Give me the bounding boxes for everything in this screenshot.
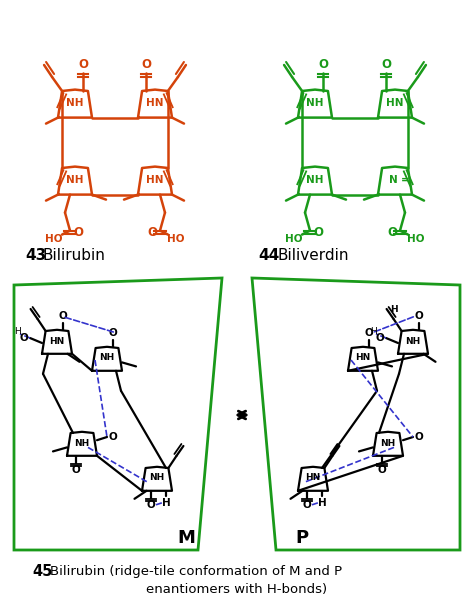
Text: P: P <box>295 529 309 547</box>
Text: NH: NH <box>306 98 324 108</box>
Text: O: O <box>378 465 386 475</box>
Text: O: O <box>302 500 311 510</box>
Text: H: H <box>15 327 21 337</box>
Text: enantiomers with H-bonds): enantiomers with H-bonds) <box>146 584 328 596</box>
Text: 45: 45 <box>32 565 52 579</box>
Text: Bilirubin: Bilirubin <box>43 247 106 263</box>
Text: HN: HN <box>386 98 404 108</box>
Text: 44: 44 <box>258 247 279 263</box>
Text: NH: NH <box>66 98 84 108</box>
Text: O: O <box>109 432 118 442</box>
Text: HN: HN <box>146 98 164 108</box>
Text: HN: HN <box>305 474 320 483</box>
Text: 43: 43 <box>25 247 46 263</box>
Text: O: O <box>72 465 81 475</box>
Text: O: O <box>365 327 374 338</box>
Text: NH: NH <box>66 175 84 185</box>
Text: NH: NH <box>149 474 164 483</box>
Text: HO: HO <box>45 233 63 244</box>
Text: O: O <box>375 333 384 343</box>
Text: NH: NH <box>380 439 396 447</box>
Text: O: O <box>19 333 28 343</box>
Text: O: O <box>387 226 397 239</box>
Text: Biliverdin: Biliverdin <box>278 247 349 263</box>
Text: O: O <box>59 311 67 321</box>
Text: HN: HN <box>49 337 64 345</box>
Text: Bilirubin (ridge-tile conformation of M and P: Bilirubin (ridge-tile conformation of M … <box>50 566 342 579</box>
Text: O: O <box>319 59 328 71</box>
Text: HO: HO <box>167 233 185 244</box>
Text: H: H <box>371 327 377 337</box>
Text: O: O <box>313 226 323 239</box>
Text: O: O <box>382 59 392 71</box>
Text: H: H <box>390 306 398 314</box>
Text: HO: HO <box>407 233 425 244</box>
Text: NH: NH <box>100 354 115 362</box>
Text: N: N <box>389 175 397 185</box>
Text: H: H <box>318 498 327 508</box>
Text: NH: NH <box>74 439 90 447</box>
Text: O: O <box>73 226 83 239</box>
Text: O: O <box>415 432 423 442</box>
Text: HO: HO <box>285 233 303 244</box>
Text: M: M <box>177 529 195 547</box>
Text: O: O <box>109 327 118 338</box>
Text: H: H <box>162 498 170 508</box>
Text: O: O <box>142 59 152 71</box>
Text: NH: NH <box>405 337 420 345</box>
Text: O: O <box>415 311 423 321</box>
Text: =: = <box>401 175 410 185</box>
Text: O: O <box>147 226 157 239</box>
Text: NH: NH <box>306 175 324 185</box>
Text: O: O <box>79 59 89 71</box>
Text: HN: HN <box>356 354 371 362</box>
Text: HN: HN <box>146 175 164 185</box>
Text: O: O <box>146 500 155 510</box>
